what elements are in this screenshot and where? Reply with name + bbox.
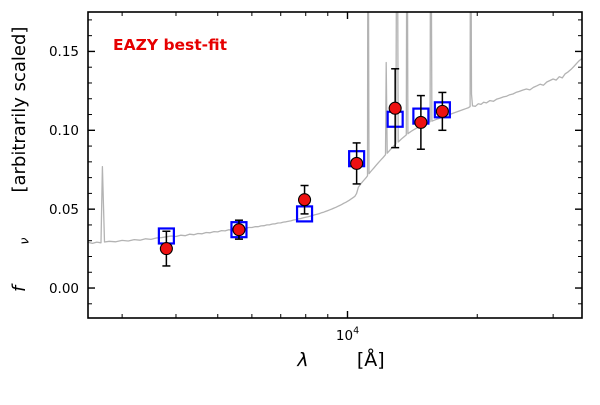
x-tick-label-exponent: 4 [353, 326, 359, 337]
best-fit-annotation: EAZY best-fit [113, 36, 228, 54]
observed-photometry-point [298, 193, 312, 207]
y-axis-label-f: f [9, 283, 30, 292]
axis-ticks [88, 12, 582, 318]
y-tick-label: 0.05 [49, 202, 79, 218]
observed-photometry-point [414, 115, 428, 129]
observed-photometry-point [159, 242, 173, 256]
x-axis-label: λ [Å] [255, 348, 415, 371]
y-axis-label-nu: ν [17, 238, 32, 245]
observed-photometry-point [350, 156, 364, 170]
y-tick-label: 0.15 [49, 44, 79, 60]
observed-photometry-point [232, 223, 246, 237]
x-tick-label: 104 [336, 326, 359, 345]
observed-photometry-point [388, 101, 402, 115]
error-bars [162, 68, 447, 267]
tick-labels: 0.00 0.05 0.10 0.15 104 [49, 44, 359, 344]
x-axis-label-unit: [Å] [357, 348, 385, 371]
chart-layer: 0.00 0.05 0.10 0.15 104 [49, 11, 583, 344]
axes-frame [87, 11, 583, 319]
y-tick-label: 0.10 [49, 123, 79, 139]
x-tick-label-base: 10 [336, 328, 353, 344]
spectrum-line [88, 12, 582, 245]
x-axis-label-lambda: λ [296, 349, 308, 371]
y-tick-label: 0.00 [49, 281, 79, 297]
y-axis-label-rest: [arbitrarily scaled] [9, 27, 30, 193]
observed-photometry-point [435, 104, 449, 118]
observed-photometry [159, 101, 449, 256]
y-axis-label: f ν [arbitrarily scaled] [9, 0, 34, 332]
